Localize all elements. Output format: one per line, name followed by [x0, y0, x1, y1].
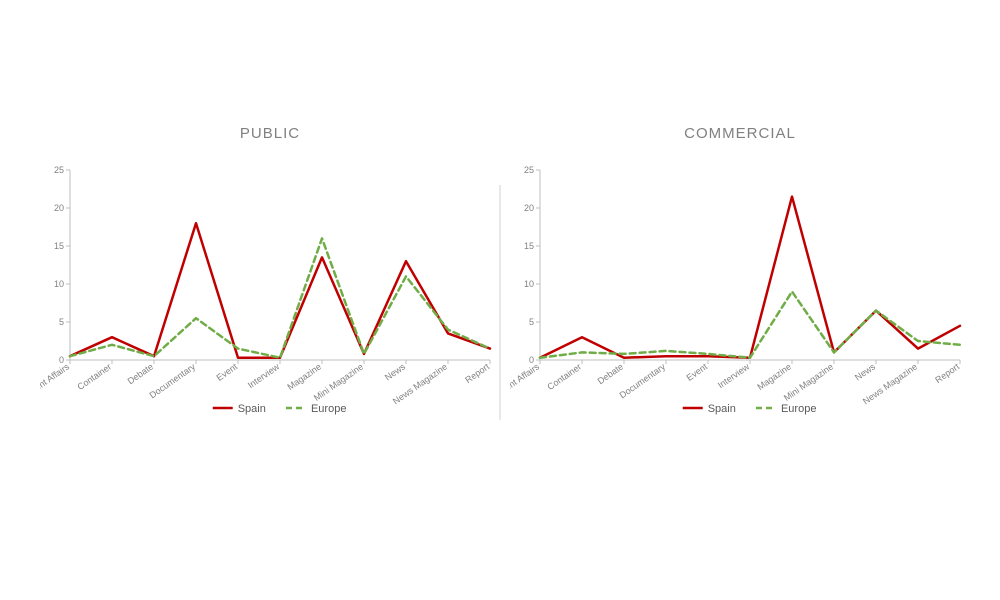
chart-public: 0510152025Current AffairsContainerDebate… — [40, 160, 500, 420]
page: PUBLIC 0510152025Current AffairsContaine… — [0, 0, 1000, 600]
x-tick-label: Report — [463, 361, 491, 385]
x-tick-label: Event — [215, 361, 240, 383]
x-tick-label: Debate — [596, 361, 626, 386]
y-tick-label: 15 — [524, 241, 534, 251]
legend-label: Europe — [311, 403, 346, 415]
x-tick-label: Interview — [246, 361, 282, 390]
x-tick-label: News — [383, 361, 408, 382]
y-tick-label: 15 — [54, 241, 64, 251]
x-tick-label: Report — [933, 361, 961, 385]
x-tick-label: Magazine — [755, 361, 793, 392]
y-tick-label: 25 — [524, 165, 534, 175]
legend-label: Spain — [708, 403, 736, 415]
legend-label: Europe — [781, 403, 816, 415]
legend-label: Spain — [238, 403, 266, 415]
x-tick-label: Documentary — [148, 361, 198, 400]
x-tick-label: Container — [545, 361, 583, 392]
x-tick-label: Documentary — [618, 361, 668, 400]
x-tick-label: Event — [685, 361, 710, 383]
y-tick-label: 5 — [59, 317, 64, 327]
x-tick-label: Debate — [126, 361, 156, 386]
x-tick-label: Magazine — [285, 361, 323, 392]
y-tick-label: 25 — [54, 165, 64, 175]
y-tick-label: 10 — [524, 279, 534, 289]
x-tick-label: Container — [75, 361, 113, 392]
chart-title-commercial: COMMERCIAL — [510, 125, 970, 142]
x-tick-label: News — [853, 361, 878, 382]
y-tick-label: 20 — [524, 203, 534, 213]
y-tick-label: 5 — [529, 317, 534, 327]
x-tick-label: Current Affairs — [510, 361, 542, 402]
x-tick-label: Current Affairs — [40, 361, 72, 402]
chart-commercial: 0510152025Current AffairsContainerDebate… — [510, 160, 970, 420]
x-tick-label: Interview — [716, 361, 752, 390]
chart-title-public: PUBLIC — [40, 125, 500, 142]
y-tick-label: 10 — [54, 279, 64, 289]
y-tick-label: 20 — [54, 203, 64, 213]
